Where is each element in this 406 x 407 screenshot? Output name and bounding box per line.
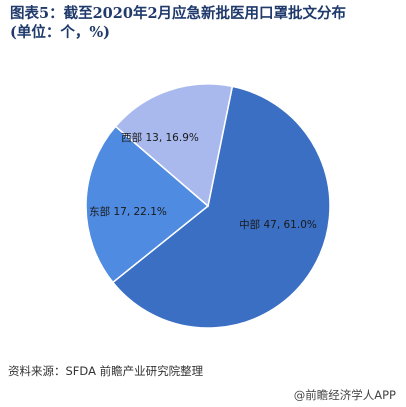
pie-slice-label-2: 西部 13, 16.9% (121, 131, 199, 144)
pie-slice-1 (85, 125, 210, 284)
pie-slices (85, 83, 331, 329)
chart-title: 图表5：截至2020年2月应急新批医用口罩批文分布 (单位：个，%) (10, 4, 400, 42)
chart-title-text: 图表5：截至2020年2月应急新批医用口罩批文分布 (单位：个，%) (10, 5, 347, 41)
pie-slice-0 (111, 85, 331, 329)
brand-text: @前瞻经济学人APP (293, 388, 396, 402)
pie-slice-2 (114, 83, 234, 208)
source-note: 资料来源：SFDA 前瞻产业研究院整理 (8, 364, 204, 378)
pie-chart: 中部 47, 61.0% 东部 17, 22.1% 西部 13, 16.9% (85, 83, 331, 329)
brand-credit: @前瞻经济学人APP (292, 387, 396, 403)
pie-slice-label-1: 东部 17, 22.1% (89, 205, 167, 218)
pie-slice-label-0: 中部 47, 61.0% (239, 218, 317, 231)
pie-labels: 中部 47, 61.0% 东部 17, 22.1% 西部 13, 16.9% (89, 131, 317, 231)
